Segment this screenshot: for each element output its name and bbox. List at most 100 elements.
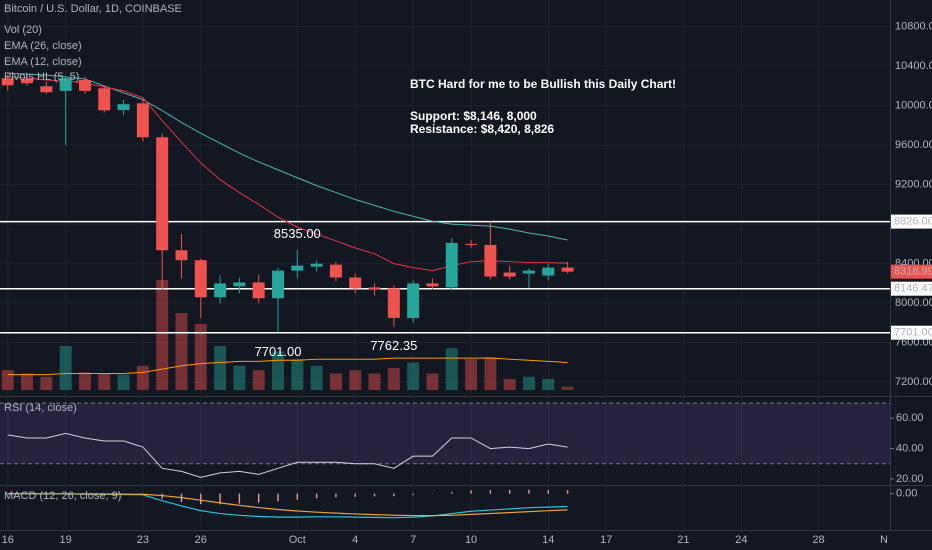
volume-bar bbox=[175, 313, 188, 390]
pivot-label: 7701.00 bbox=[255, 344, 302, 359]
price-label: 8826.00 bbox=[894, 216, 932, 228]
macd-histogram-bar bbox=[200, 493, 202, 505]
volume-bar bbox=[503, 379, 516, 390]
volume-bar bbox=[387, 368, 400, 390]
candle-body bbox=[426, 283, 439, 287]
candle-body bbox=[465, 243, 478, 245]
volume-bar bbox=[117, 374, 130, 390]
last-price-label: 8318.99 bbox=[894, 266, 932, 278]
volume-bar bbox=[291, 359, 304, 390]
candle-body bbox=[484, 244, 497, 277]
x-tick-label: 21 bbox=[677, 534, 689, 546]
macd-line bbox=[7, 493, 568, 517]
volume-bar bbox=[233, 365, 246, 390]
annotation-title: BTC Hard for me to be Bullish this Daily… bbox=[410, 77, 676, 91]
price-label-box bbox=[891, 214, 932, 229]
x-tick-label: 28 bbox=[812, 534, 824, 546]
volume-bar bbox=[59, 346, 72, 390]
macd-histogram-bar bbox=[257, 493, 260, 503]
y-tick-label: 10000.00 bbox=[895, 100, 932, 112]
candle-body bbox=[136, 103, 149, 138]
candle-body bbox=[214, 283, 227, 298]
annotation-line: Resistance: $8,420, 8,826 bbox=[410, 122, 554, 136]
macd-title: MACD (12, 26, close, 9) bbox=[4, 490, 121, 502]
x-tick-label: 7 bbox=[410, 534, 416, 546]
volume-ma-line bbox=[7, 357, 568, 376]
volume-bar bbox=[445, 348, 458, 390]
x-tick-label: 14 bbox=[542, 534, 554, 546]
y-tick-label: 10800.00 bbox=[895, 21, 932, 33]
price-label: 7701.00 bbox=[894, 327, 932, 339]
y-tick-label: 10400.00 bbox=[895, 60, 932, 72]
x-tick-label: Oct bbox=[289, 534, 306, 546]
candle-body bbox=[561, 267, 574, 272]
y-tick-label: 9200.00 bbox=[895, 179, 932, 191]
candle-body bbox=[59, 78, 72, 91]
y-tick-label: 0.00 bbox=[896, 488, 917, 500]
legend-ema12: EMA (12, close) bbox=[4, 56, 82, 68]
annotation-line: Support: $8,146, 8,000 bbox=[410, 109, 537, 123]
rsi-title: RSI (14, close) bbox=[4, 402, 77, 414]
x-tick-label: 24 bbox=[735, 534, 747, 546]
price-label: 8146.47 bbox=[894, 283, 932, 295]
ema-line bbox=[7, 76, 568, 272]
macd-histogram-bar bbox=[354, 493, 356, 497]
volume-bar bbox=[426, 373, 439, 390]
volume-bar bbox=[484, 357, 497, 390]
y-tick-label: 7200.00 bbox=[895, 376, 932, 388]
volume-bar bbox=[21, 373, 34, 390]
last-price-box bbox=[891, 264, 932, 279]
volume-bar bbox=[78, 372, 91, 390]
candle-body bbox=[445, 242, 458, 288]
volume-bar bbox=[252, 370, 265, 390]
volume-bar bbox=[329, 373, 342, 390]
candle-body bbox=[291, 265, 304, 271]
candle-body bbox=[98, 88, 111, 111]
candle-body bbox=[233, 282, 246, 287]
volume-bar bbox=[542, 379, 555, 390]
candle-body bbox=[368, 287, 381, 290]
candle-body bbox=[1, 78, 14, 86]
candle-body bbox=[156, 137, 169, 251]
y-tick-label: 8000.00 bbox=[895, 297, 932, 309]
volume-bar bbox=[1, 370, 14, 390]
macd-histogram-bar bbox=[566, 490, 569, 494]
candle-body bbox=[407, 283, 420, 318]
candle-body bbox=[329, 264, 342, 278]
macd-histogram-bar bbox=[451, 491, 453, 494]
x-tick-label: N bbox=[880, 534, 888, 546]
pivot-label: 7762.35 bbox=[370, 338, 417, 353]
x-tick-label: 4 bbox=[352, 534, 358, 546]
macd-histogram-bar bbox=[161, 493, 163, 499]
volume-bar bbox=[522, 376, 535, 390]
candle-body bbox=[252, 282, 265, 299]
y-tick-label: 9600.00 bbox=[895, 139, 932, 151]
pivot-label: 8535.00 bbox=[274, 226, 321, 241]
candle-body bbox=[542, 267, 555, 276]
x-tick-label: 23 bbox=[137, 534, 149, 546]
macd-histogram-bar bbox=[489, 490, 492, 494]
candle-body bbox=[310, 263, 323, 267]
x-tick-label: 19 bbox=[60, 534, 72, 546]
macd-histogram-bar bbox=[470, 490, 472, 494]
macd-histogram-bar bbox=[373, 493, 376, 497]
volume-bar bbox=[136, 365, 149, 390]
x-tick-label: 10 bbox=[465, 534, 477, 546]
macd-histogram-bar bbox=[393, 493, 395, 497]
macd-histogram-bar bbox=[508, 489, 511, 494]
volume-bar bbox=[310, 365, 323, 390]
price-label-box bbox=[891, 325, 932, 340]
candle-body bbox=[21, 79, 34, 84]
y-tick-label: 40.00 bbox=[896, 442, 924, 454]
macd-histogram-bar bbox=[412, 493, 414, 496]
legend-volume: Vol (20) bbox=[4, 24, 42, 36]
candle-body bbox=[40, 86, 53, 93]
candle-body bbox=[272, 270, 284, 299]
volume-bar bbox=[465, 359, 478, 390]
ema-line bbox=[7, 72, 568, 241]
macd-histogram-bar bbox=[547, 490, 549, 494]
candle-body bbox=[387, 288, 400, 318]
